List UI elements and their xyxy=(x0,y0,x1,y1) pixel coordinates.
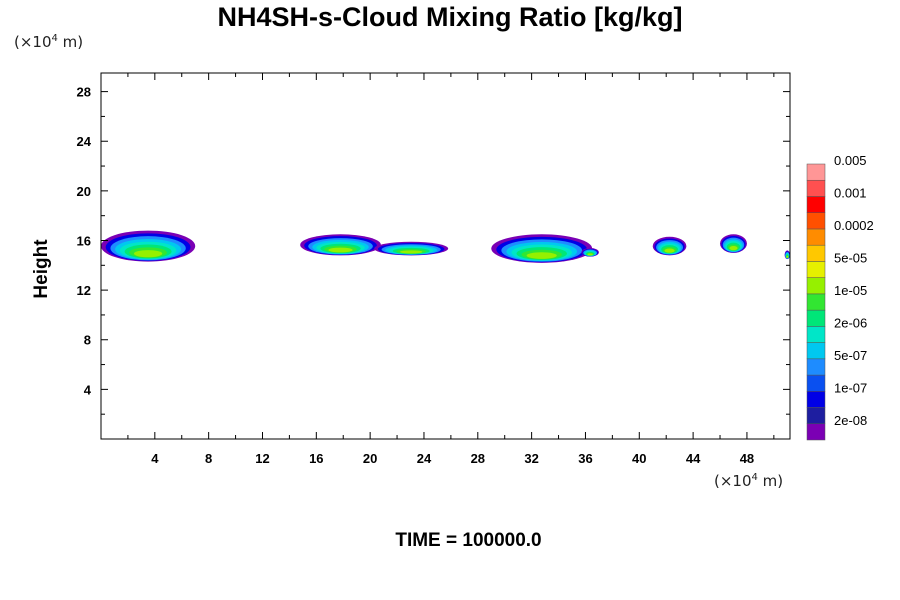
colorbar-swatch xyxy=(806,423,826,441)
colorbar-label: 0.005 xyxy=(834,153,867,168)
chart-title: NH4SH-s-Cloud Mixing Ratio [kg/kg] xyxy=(217,2,683,32)
x-tick-label: 48 xyxy=(740,451,754,466)
cloud-contour xyxy=(729,246,738,251)
colorbar: 2e-08 1e-07 5e-07 2e-06 1e-05 5e-05 0.0002 0.00… xyxy=(806,153,874,441)
cloud-layer xyxy=(101,230,790,263)
x-tick-label: 16 xyxy=(309,451,323,466)
colorbar-swatch xyxy=(806,212,826,230)
x-axis-unit: (×104 m) xyxy=(714,472,783,490)
colorbar-label: 1e-05 xyxy=(834,283,867,298)
x-unit-suffix: m) xyxy=(757,472,784,490)
y-unit-prefix: (×10 xyxy=(14,33,52,51)
colorbar-label: 2e-06 xyxy=(834,315,867,330)
colorbar-swatch xyxy=(806,228,826,246)
cloud-patch xyxy=(720,234,747,253)
y-tick-label: 12 xyxy=(77,283,91,298)
x-tick-label: 8 xyxy=(205,451,212,466)
colorbar-label: 0.0002 xyxy=(834,218,874,233)
y-tick-label: 28 xyxy=(77,85,91,100)
time-label: TIME = 100000.0 xyxy=(395,530,542,551)
cloud-contour xyxy=(133,250,163,258)
x-tick-label: 32 xyxy=(524,451,538,466)
colorbar-swatch xyxy=(806,391,826,408)
y-axis-unit: (×104 m) xyxy=(14,33,83,51)
x-tick-label: 36 xyxy=(578,451,592,466)
y-tick-label: 16 xyxy=(77,233,91,248)
cloud-contour xyxy=(526,252,557,259)
cloud-patch xyxy=(784,250,790,260)
colorbar-swatch xyxy=(806,358,826,376)
cloud-contour xyxy=(786,255,789,258)
colorbar-swatch xyxy=(806,261,826,278)
cloud-patch xyxy=(491,234,593,263)
cloud-patch xyxy=(652,236,687,256)
cloud-patch xyxy=(581,247,599,257)
y-tick-label: 24 xyxy=(77,134,92,149)
y-tick-label: 4 xyxy=(84,382,92,397)
colorbar-swatch xyxy=(806,293,826,311)
colorbar-label: 5e-07 xyxy=(834,348,867,363)
cloud-contour xyxy=(400,250,423,254)
cloud-contour xyxy=(664,248,675,253)
plot-frame xyxy=(100,72,791,440)
y-unit-exponent: 4 xyxy=(51,33,58,44)
x-tick-label: 24 xyxy=(417,451,432,466)
cloud-patch xyxy=(300,234,381,256)
cloud-patch xyxy=(374,241,449,256)
y-unit-suffix: m) xyxy=(57,33,84,51)
colorbar-label: 5e-05 xyxy=(834,250,867,265)
colorbar-label: 2e-08 xyxy=(834,413,867,428)
x-axis: 4 8 12 16 20 24 28 32 36 40 44 48 xyxy=(127,73,775,466)
x-tick-label: 20 xyxy=(363,451,377,466)
x-tick-label: 44 xyxy=(686,451,701,466)
colorbar-swatch xyxy=(806,163,826,181)
colorbar-swatch xyxy=(806,326,826,343)
cloud-contour xyxy=(328,247,353,253)
y-axis: 4 8 12 16 20 24 28 xyxy=(77,85,790,415)
colorbar-label: 1e-07 xyxy=(834,380,867,395)
colorbar-swatch xyxy=(806,342,826,360)
x-tick-label: 12 xyxy=(255,451,269,466)
x-tick-label: 40 xyxy=(632,451,646,466)
x-unit-prefix: (×10 xyxy=(714,472,752,490)
x-unit-exponent: 4 xyxy=(751,472,758,483)
plot-area xyxy=(101,73,790,439)
colorbar-label: 0.001 xyxy=(834,185,867,200)
colorbar-swatch xyxy=(806,407,826,425)
colorbar-swatch xyxy=(806,196,826,213)
colorbar-swatch xyxy=(806,179,826,197)
colorbar-swatch xyxy=(806,244,826,262)
cloud-contour xyxy=(587,253,593,256)
cloud-patch xyxy=(101,230,196,262)
y-tick-label: 20 xyxy=(77,184,91,199)
x-tick-label: 28 xyxy=(471,451,485,466)
colorbar-swatch xyxy=(806,309,826,327)
x-tick-label: 4 xyxy=(151,451,159,466)
y-tick-label: 8 xyxy=(84,333,91,348)
colorbar-swatch xyxy=(806,277,826,295)
colorbar-swatch xyxy=(806,374,826,392)
